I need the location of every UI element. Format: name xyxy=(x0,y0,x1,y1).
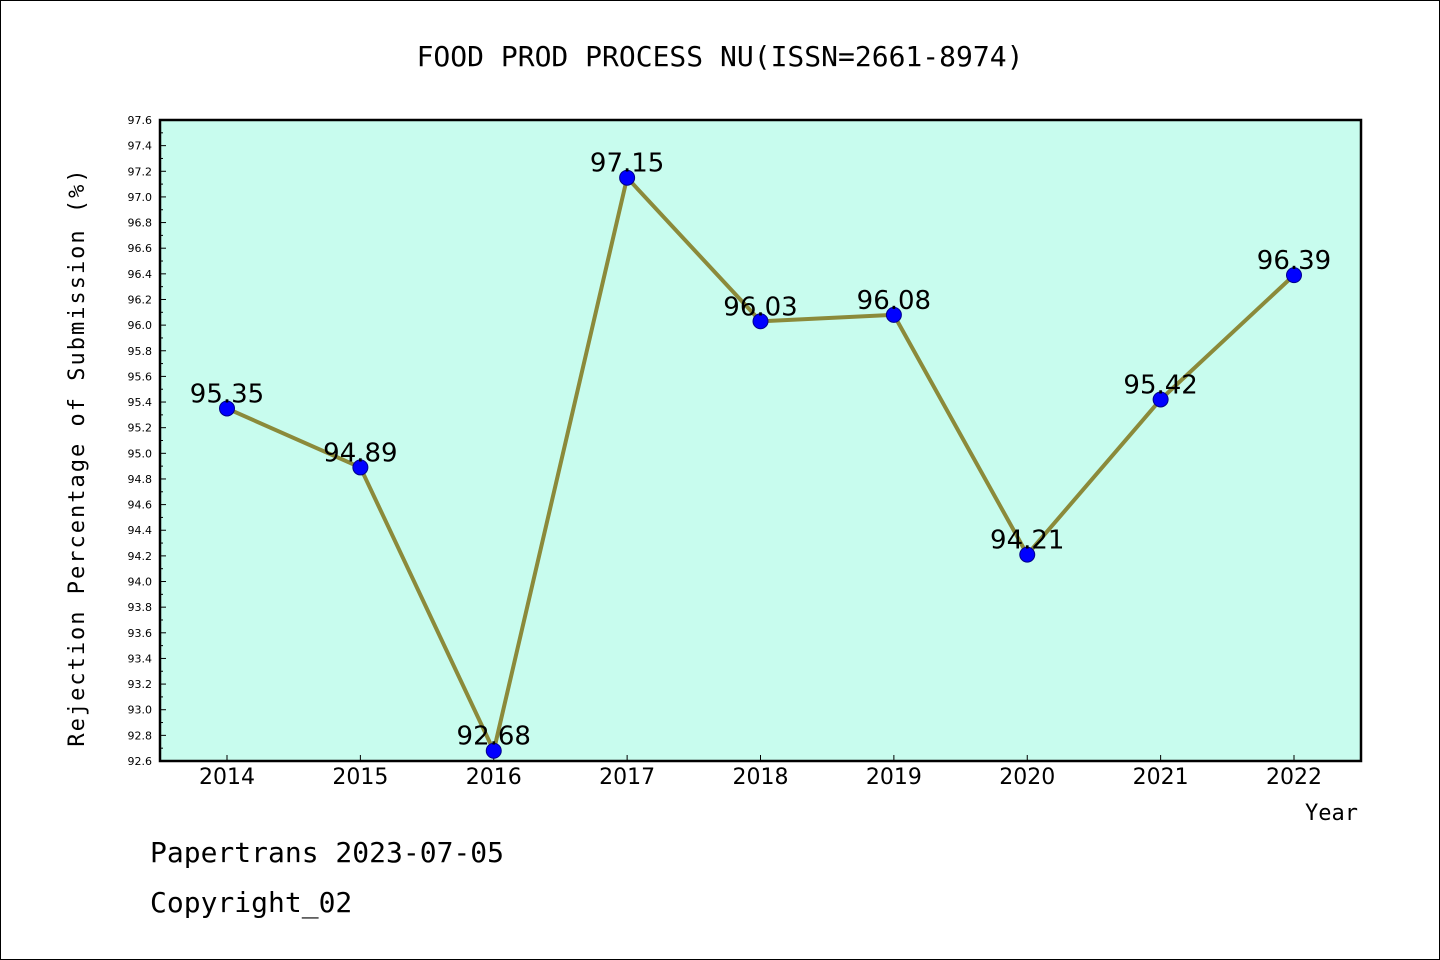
data-label: 94.89 xyxy=(323,438,397,468)
x-tick-label: 2020 xyxy=(999,765,1055,790)
y-tick-label: 95.0 xyxy=(128,447,153,460)
data-point xyxy=(752,313,769,330)
data-point xyxy=(1152,391,1169,408)
y-tick-label: 95.2 xyxy=(128,422,153,435)
y-tick-label: 92.6 xyxy=(128,755,153,768)
x-tick-label: 2021 xyxy=(1133,765,1189,790)
y-tick-label: 92.8 xyxy=(128,729,153,742)
y-tick-label: 93.8 xyxy=(128,601,153,614)
y-tick-label: 94.6 xyxy=(128,499,153,512)
data-label: 96.08 xyxy=(857,286,931,316)
data-point xyxy=(352,459,369,476)
x-tick-label: 2019 xyxy=(866,765,922,790)
data-label: 95.35 xyxy=(190,379,264,409)
data-point xyxy=(219,400,235,417)
y-axis-label: Rejection Percentage of Submission (%) xyxy=(65,167,90,746)
x-axis-label: Year xyxy=(1305,801,1358,826)
footer-copyright: Copyright_02 xyxy=(150,886,353,919)
data-label: 92.68 xyxy=(457,722,531,752)
y-tick-label: 97.0 xyxy=(128,191,153,204)
x-tick-label: 2017 xyxy=(599,765,655,790)
y-tick-label: 93.2 xyxy=(128,678,153,691)
y-tick-label: 95.4 xyxy=(128,396,153,409)
y-tick-label: 97.2 xyxy=(128,165,153,178)
y-tick-label: 93.4 xyxy=(128,652,153,665)
y-tick-label: 94.2 xyxy=(128,550,153,563)
y-tick-label: 95.6 xyxy=(128,370,153,383)
y-tick-label: 95.8 xyxy=(128,345,153,358)
y-tick-label: 93.0 xyxy=(128,704,153,717)
data-label: 96.03 xyxy=(723,292,797,322)
data-label: 97.15 xyxy=(590,149,664,179)
marker-group xyxy=(219,169,1302,759)
y-tick-label: 97.6 xyxy=(128,114,153,127)
data-point xyxy=(619,169,636,186)
data-label: 94.21 xyxy=(990,526,1064,556)
footer-date: Papertrans 2023-07-05 xyxy=(150,836,505,869)
x-tick-label: 2018 xyxy=(733,765,789,790)
data-label: 95.42 xyxy=(1123,370,1197,400)
data-point xyxy=(885,306,902,323)
y-tick-label: 96.4 xyxy=(128,268,153,281)
x-tick-label: 2015 xyxy=(332,765,388,790)
data-point xyxy=(485,742,502,759)
plot-area xyxy=(158,118,1363,763)
y-tick-label: 97.4 xyxy=(128,140,153,153)
y-axis: 92.6 92.8 93.0 93.2 93.4 93.6 93.8 94.0 94.2 94.4… xyxy=(128,114,166,768)
data-point xyxy=(1286,267,1302,284)
chart-title: FOOD PROD PROCESS NU(ISSN=2661-8974) xyxy=(417,40,1024,73)
y-tick-label: 94.8 xyxy=(128,473,153,486)
y-tick-label: 94.0 xyxy=(128,576,153,589)
y-tick-label: 94.4 xyxy=(128,524,153,537)
y-tick-label: 96.0 xyxy=(128,319,153,332)
x-axis: 2014 2015 2016 2017 2018 2019 2020 2021 2022 xyxy=(199,755,1322,790)
y-tick-label: 96.8 xyxy=(128,217,153,230)
y-tick-label: 96.6 xyxy=(128,242,153,255)
data-label: 96.39 xyxy=(1257,246,1331,276)
y-tick-label: 93.6 xyxy=(128,627,153,640)
x-tick-label: 2014 xyxy=(199,765,255,790)
x-tick-label: 2016 xyxy=(466,765,522,790)
x-tick-label: 2022 xyxy=(1266,765,1322,790)
y-tick-label: 96.2 xyxy=(128,293,153,306)
data-point xyxy=(1019,546,1036,563)
data-label-group: 95.35 94.89 92.68 97.15 96.03 96.08 94.21 95.42… xyxy=(190,149,1331,752)
